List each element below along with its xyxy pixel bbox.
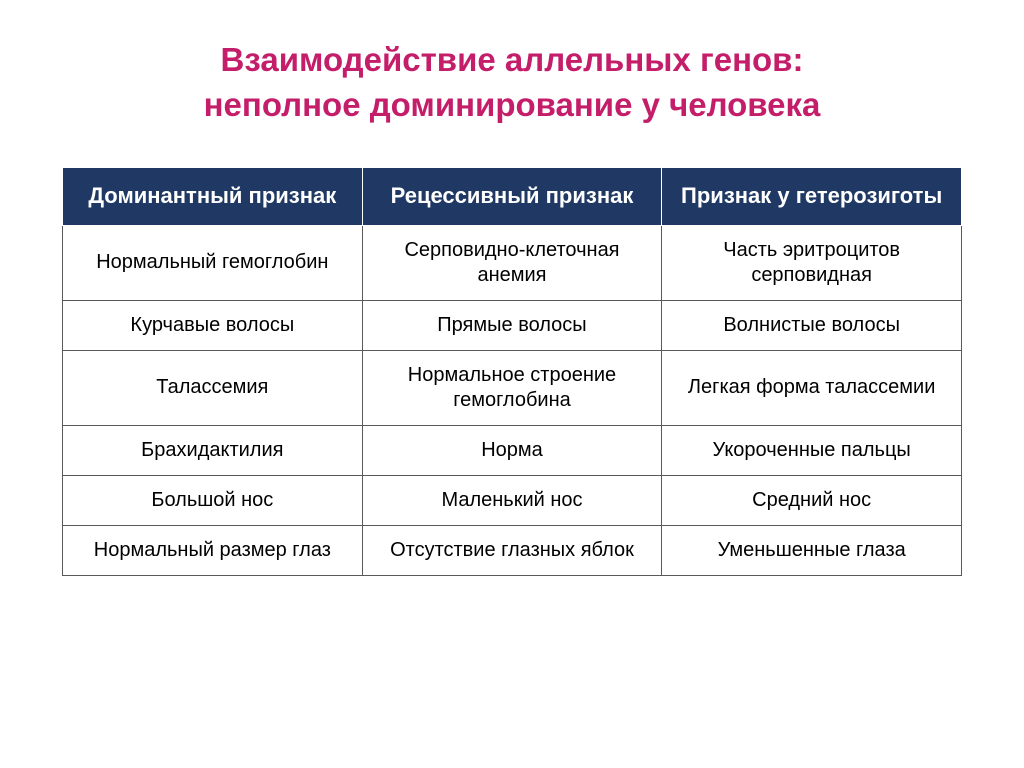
cell: Уменьшенные глаза (662, 525, 962, 575)
col-header-recessive: Рецессивный признак (362, 168, 662, 226)
cell: Средний нос (662, 475, 962, 525)
cell: Брахидактилия (63, 425, 363, 475)
cell: Прямые волосы (362, 300, 662, 350)
table-row: Курчавые волосы Прямые волосы Волнистые … (63, 300, 962, 350)
cell: Нормальное строение гемоглобина (362, 350, 662, 425)
table-header-row: Доминантный признак Рецессивный признак … (63, 168, 962, 226)
genetics-table: Доминантный признак Рецессивный признак … (62, 167, 962, 576)
cell: Часть эритроцитов серповидная (662, 225, 962, 300)
col-header-dominant: Доминантный признак (63, 168, 363, 226)
cell: Нормальный размер глаз (63, 525, 363, 575)
table-row: Нормальный гемоглобин Серповидно-клеточн… (63, 225, 962, 300)
cell: Курчавые волосы (63, 300, 363, 350)
cell: Волнистые волосы (662, 300, 962, 350)
table-row: Большой нос Маленький нос Средний нос (63, 475, 962, 525)
cell: Маленький нос (362, 475, 662, 525)
cell: Норма (362, 425, 662, 475)
cell: Талассемия (63, 350, 363, 425)
cell: Укороченные пальцы (662, 425, 962, 475)
cell: Легкая форма талассемии (662, 350, 962, 425)
title-line-1: Взаимодействие аллельных генов: (204, 38, 821, 83)
cell: Большой нос (63, 475, 363, 525)
table-row: Брахидактилия Норма Укороченные пальцы (63, 425, 962, 475)
title-line-2: неполное доминирование у человека (204, 83, 821, 128)
cell: Серповидно-клеточная анемия (362, 225, 662, 300)
cell: Нормальный гемоглобин (63, 225, 363, 300)
cell: Отсутствие глазных яблок (362, 525, 662, 575)
table-row: Нормальный размер глаз Отсутствие глазны… (63, 525, 962, 575)
col-header-heterozygote: Признак у гетерозиготы (662, 168, 962, 226)
table-row: Талассемия Нормальное строение гемоглоби… (63, 350, 962, 425)
slide-title: Взаимодействие аллельных генов: неполное… (204, 38, 821, 127)
